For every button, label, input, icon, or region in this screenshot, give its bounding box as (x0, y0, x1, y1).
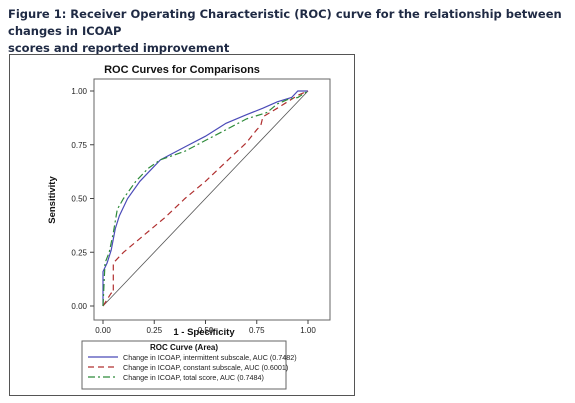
figure-caption: Figure 1: Receiver Operating Characteris… (8, 6, 568, 57)
x-axis-label: 1 - Specificity (173, 327, 235, 338)
reference-diagonal-line (102, 90, 309, 307)
roc-series-line-2 (102, 90, 309, 307)
y-tick-label: 0.75 (71, 141, 87, 150)
y-tick-label: 0.50 (71, 195, 87, 204)
x-tick-label: 0.25 (146, 326, 162, 335)
plot-area (93, 78, 331, 321)
x-tick-label: 0.00 (95, 326, 111, 335)
x-tick-label: 0.50 (198, 326, 214, 335)
legend-title: ROC Curve (Area) (150, 343, 218, 352)
caption-line-1: Figure 1: Receiver Operating Characteris… (8, 7, 562, 38)
legend: ROC Curve (Area) Change in ICOAP, interm… (81, 340, 297, 390)
x-tick-label: 1.00 (300, 326, 316, 335)
legend-label-2: Change in ICOAP, constant subscale, AUC … (123, 363, 288, 372)
legend-entries: Change in ICOAP, intermittent subscale, … (88, 353, 297, 382)
legend-label-3: Change in ICOAP, total score, AUC (0.748… (123, 373, 264, 382)
roc-series-line-1 (102, 90, 308, 306)
y-axis-label: Sensitivity (47, 176, 58, 224)
roc-chart: ROC Curves for Comparisons 0.00 0.25 0.50 0… (47, 64, 331, 390)
y-tick-label: 1.00 (71, 87, 87, 96)
x-tick-label: 0.75 (249, 326, 265, 335)
y-tick-label: 0.00 (71, 302, 87, 311)
chart-title: ROC Curves for Comparisons (104, 64, 260, 76)
axis-layer: 0.00 0.25 0.50 0.75 1.00 0.00 0.25 0.50 0.75 1.00 (71, 87, 316, 335)
series-layer (102, 90, 309, 307)
legend-box (81, 340, 287, 390)
caption-line-2: scores and reported improvement (8, 41, 230, 55)
legend-label-1: Change in ICOAP, intermittent subscale, … (123, 353, 297, 362)
y-tick-label: 0.25 (71, 248, 87, 257)
roc-series-line-3 (102, 90, 309, 307)
figure-frame: ROC Curves for Comparisons 0.00 0.25 0.50 0… (9, 54, 355, 396)
